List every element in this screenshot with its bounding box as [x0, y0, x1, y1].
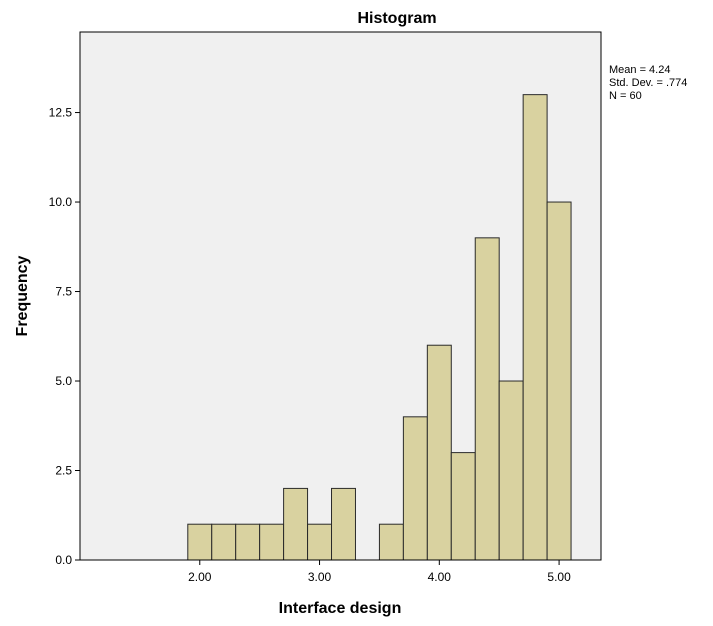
histogram-bar: [378, 523, 404, 561]
y-tick-label: 0.0: [55, 553, 72, 567]
chart-title: Histogram: [357, 10, 436, 27]
y-tick-label: 2.5: [55, 464, 72, 478]
histogram-bar: [522, 94, 548, 561]
stats-mean: Mean = 4.24: [609, 64, 670, 76]
histogram-bar: [402, 416, 428, 561]
x-tick-label: 5.00: [547, 570, 571, 584]
histogram-bar: [283, 487, 309, 561]
histogram-bar: [450, 452, 476, 561]
x-tick-label: 4.00: [428, 570, 452, 584]
stats-legend: Mean = 4.24 Std. Dev. = .774 N = 60: [609, 64, 687, 102]
x-tick-label: 2.00: [188, 570, 212, 584]
plot-frame: [79, 31, 602, 561]
histogram-bar: [235, 523, 261, 561]
histogram-bar: [474, 237, 500, 561]
histogram-bar: [546, 201, 572, 561]
y-tick-label: 10.0: [49, 195, 73, 209]
histogram-bar: [331, 487, 356, 561]
histogram-bar: [211, 523, 237, 561]
x-axis: 2.00 3.00 4.00 5.00: [188, 560, 571, 584]
stats-std-dev: Std. Dev. = .774: [609, 77, 687, 89]
y-tick-label: 5.0: [55, 374, 72, 388]
y-axis-title: Frequency: [14, 255, 31, 336]
stats-n: N = 60: [609, 90, 642, 102]
y-axis: 0.0 2.5 5.0 7.5 10.0 12.5: [49, 106, 80, 567]
x-tick-label: 3.00: [308, 570, 332, 584]
histogram-bar: [426, 344, 452, 561]
x-axis-title: Interface design: [279, 600, 402, 617]
y-tick-label: 12.5: [49, 106, 73, 120]
y-tick-label: 7.5: [55, 285, 72, 299]
histogram-bar: [187, 523, 213, 561]
histogram-bars: [187, 94, 572, 561]
histogram-bar: [498, 380, 524, 561]
histogram-bar: [307, 523, 333, 561]
histogram-bar: [259, 523, 285, 561]
